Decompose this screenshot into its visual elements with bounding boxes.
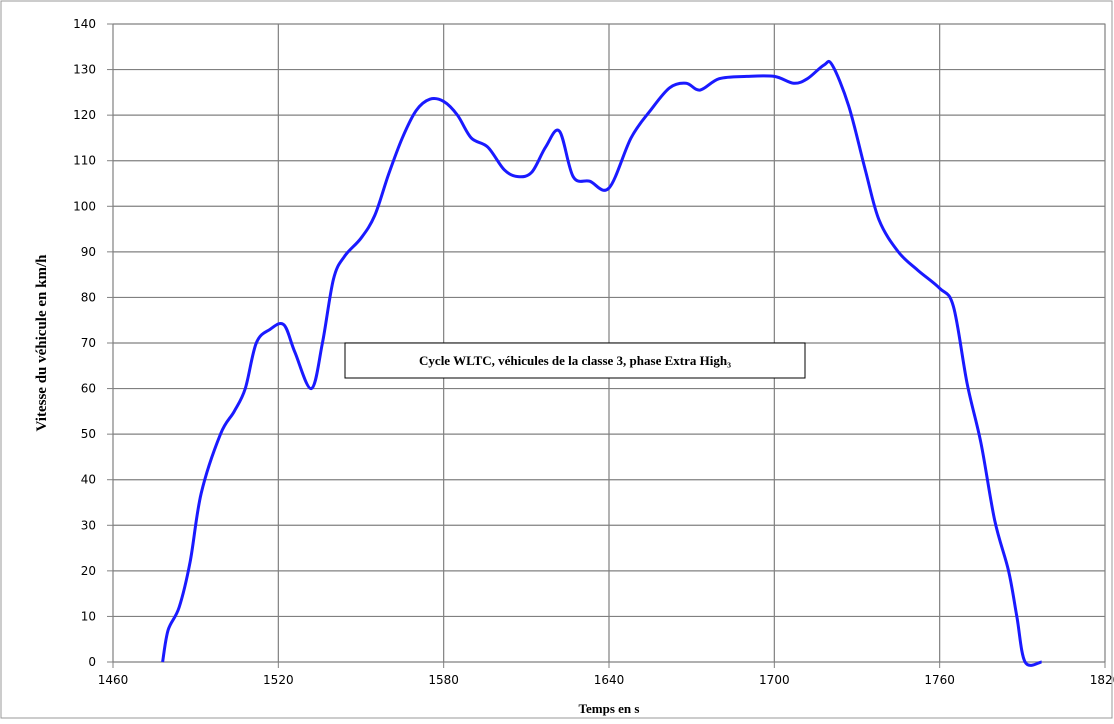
y-tick-label: 110	[73, 154, 96, 168]
x-axis-label: Temps en s	[579, 701, 640, 716]
x-tick-label: 1460	[98, 673, 129, 687]
x-tick-label: 1820	[1090, 673, 1114, 687]
line-series	[161, 59, 1042, 667]
y-tick-label: 30	[81, 518, 96, 532]
annotation: Cycle WLTC, véhicules de la classe 3, ph…	[419, 353, 731, 368]
y-tick-label: 20	[81, 564, 96, 578]
y-axis-label: Vitesse du véhicule en km/h	[34, 254, 50, 432]
x-tick-label: 1640	[594, 673, 625, 687]
y-tick-label: 0	[88, 655, 96, 669]
y-tick-label: 100	[73, 199, 96, 213]
y-tick-label: 120	[73, 108, 96, 122]
y-tick-label: 50	[81, 427, 96, 441]
y-tick-label: 40	[81, 473, 96, 487]
x-tick-label: 1520	[263, 673, 294, 687]
x-tick-label: 1760	[924, 673, 955, 687]
y-tick-label: 90	[81, 245, 96, 259]
y-tick-label: 70	[81, 336, 96, 350]
y-tick-label: 60	[81, 382, 96, 396]
x-tick-label: 1700	[759, 673, 790, 687]
x-tick-label: 1580	[428, 673, 459, 687]
y-tick-label: 140	[73, 17, 96, 31]
y-tick-label: 10	[81, 609, 96, 623]
y-tick-label: 80	[81, 290, 96, 304]
y-tick-label: 130	[73, 63, 96, 77]
annotation-box	[344, 342, 806, 379]
